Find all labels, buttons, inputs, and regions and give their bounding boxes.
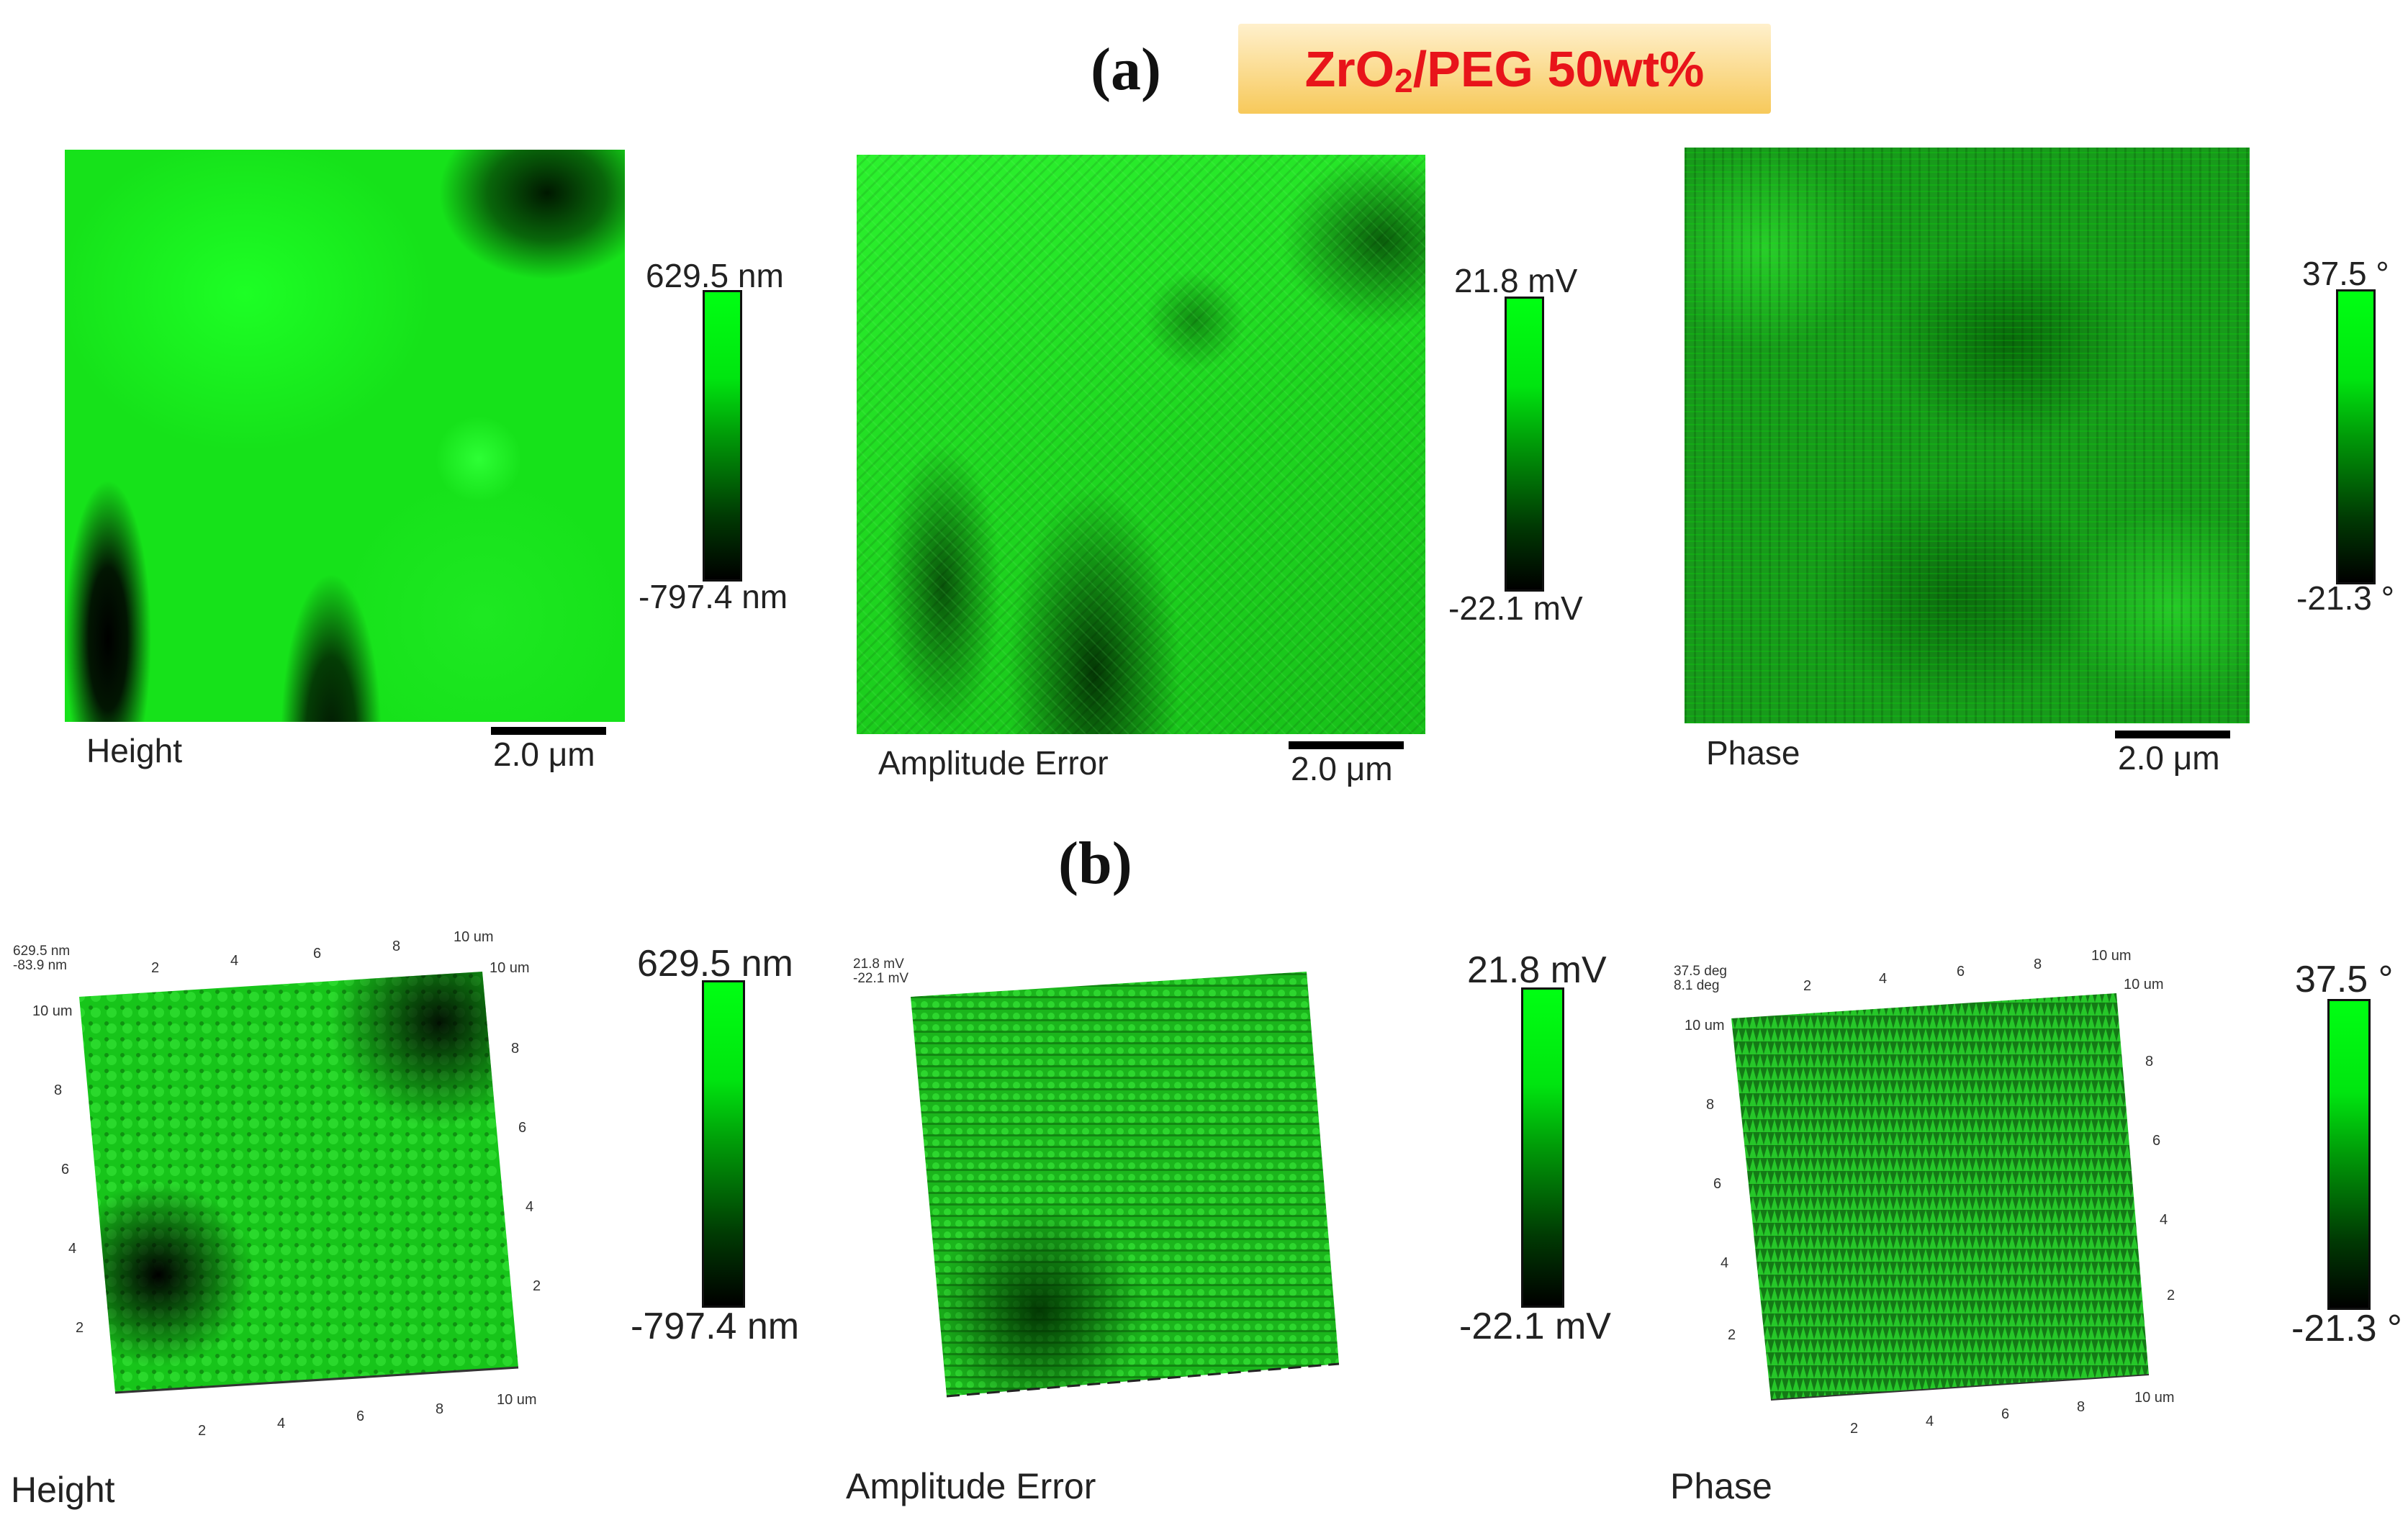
colorbar-amplitude-3d [1521, 987, 1564, 1308]
colorbar-min-height-top: -797.4 nm [639, 578, 788, 615]
tick-top: 4 [1879, 971, 1888, 987]
tick-left: 6 [61, 1162, 70, 1177]
tick-left: 8 [1706, 1097, 1715, 1113]
tick-left: 2 [76, 1320, 84, 1336]
tick-right: 2 [533, 1278, 541, 1294]
tick-bottom: 8 [2077, 1399, 2085, 1415]
colorbar-max-height-3d: 629.5 nm [637, 943, 793, 985]
figure-title-box: ZrO 2/PEG 50wt% [1238, 24, 1771, 114]
caption-height-3d: Height [11, 1470, 115, 1510]
afm-phase-2d-image [1685, 148, 2250, 723]
corner-label-1-phase-3d: 37.5 deg [1674, 964, 1727, 979]
colorbar-min-height-3d: -797.4 nm [631, 1306, 800, 1347]
tick-left: 4 [1721, 1255, 1729, 1271]
panel-label-b: (b) [1058, 830, 1132, 897]
tick-bottom: 2 [1850, 1421, 1859, 1437]
title-main: ZrO [1304, 40, 1395, 97]
afm-amplitude-3d-surface [911, 972, 1340, 1398]
colorbar-min-amplitude-top: -22.1 mV [1448, 589, 1583, 627]
tick-bottom: 2 [198, 1423, 207, 1439]
colorbar-phase-3d [2327, 999, 2371, 1310]
tick-right: 8 [2145, 1054, 2154, 1070]
scale-label-amplitude: 2.0 μm [1291, 750, 1393, 787]
caption-phase-3d: Phase [1670, 1466, 1772, 1506]
tick-bottom: 10 um [2134, 1390, 2175, 1406]
tick-left: 2 [1728, 1327, 1736, 1343]
tick-left: 8 [54, 1082, 63, 1098]
caption-height-top: Height [86, 732, 182, 769]
tick-right: 8 [511, 1041, 520, 1057]
tick-bottom: 8 [436, 1401, 444, 1417]
caption-amplitude-3d: Amplitude Error [846, 1466, 1096, 1506]
tick-right: 4 [2160, 1212, 2168, 1228]
afm-phase-3d-surface [1731, 993, 2150, 1401]
tick-bottom: 4 [1926, 1414, 1934, 1429]
afm-height-2d-image [65, 150, 625, 722]
tick-top: 6 [313, 946, 322, 962]
colorbar-height-top [703, 290, 742, 582]
corner-label-2-amplitude-3d: -22.1 mV [853, 971, 909, 986]
tick-right: 10 um [490, 960, 530, 976]
colorbar-max-amplitude-top: 21.8 mV [1454, 262, 1578, 299]
tick-left: 10 um [1685, 1018, 1725, 1034]
scale-bar-height [491, 727, 606, 735]
tick-right: 6 [518, 1120, 527, 1136]
colorbar-height-3d [702, 980, 745, 1308]
tick-bottom: 10 um [497, 1392, 537, 1408]
tick-top: 6 [1957, 964, 1965, 980]
tick-right: 2 [2167, 1288, 2175, 1303]
tick-top: 8 [2034, 957, 2042, 972]
colorbar-amplitude-top [1505, 297, 1544, 592]
tick-right: 6 [2152, 1133, 2161, 1149]
corner-label-2-height-3d: -83.9 nm [13, 958, 67, 973]
tick-bottom: 4 [277, 1416, 286, 1432]
colorbar-max-phase-3d: 37.5 ° [2295, 959, 2394, 1000]
caption-amplitude-top: Amplitude Error [878, 744, 1109, 782]
colorbar-min-amplitude-3d: -22.1 mV [1459, 1306, 1611, 1347]
colorbar-phase-top [2336, 289, 2376, 584]
colorbar-min-phase-top: -21.3 ° [2296, 579, 2395, 617]
tick-top: 2 [1803, 978, 1812, 994]
tick-top: 10 um [2091, 948, 2132, 964]
tick-left: 6 [1713, 1176, 1722, 1192]
colorbar-max-phase-top: 37.5 ° [2302, 255, 2389, 292]
caption-phase-top: Phase [1706, 734, 1800, 772]
scale-bar-amplitude [1289, 741, 1404, 749]
tick-top: 2 [151, 960, 160, 976]
panel-label-a: (a) [1091, 36, 1161, 103]
corner-label-1-height-3d: 629.5 nm [13, 944, 71, 959]
colorbar-max-height-top: 629.5 nm [646, 257, 784, 294]
tick-left: 10 um [32, 1003, 73, 1019]
scale-label-height: 2.0 μm [493, 736, 595, 773]
tick-right: 4 [526, 1199, 534, 1215]
title-rest: /PEG 50wt% [1412, 40, 1705, 97]
afm-amplitude-2d-image [857, 155, 1425, 734]
tick-top: 8 [392, 939, 401, 954]
corner-label-1-amplitude-3d: 21.8 mV [853, 957, 904, 972]
afm-height-3d-surface [79, 972, 519, 1394]
corner-label-2-phase-3d: 8.1 deg [1674, 978, 1720, 993]
colorbar-max-amplitude-3d: 21.8 mV [1467, 949, 1607, 991]
tick-bottom: 6 [356, 1408, 365, 1424]
colorbar-min-phase-3d: -21.3 ° [2291, 1308, 2402, 1349]
tick-right: 10 um [2124, 977, 2164, 992]
tick-top: 10 um [454, 929, 494, 945]
tick-top: 4 [230, 953, 239, 969]
scale-label-phase: 2.0 μm [2118, 739, 2220, 777]
scale-bar-phase [2115, 731, 2230, 738]
tick-bottom: 6 [2001, 1406, 2010, 1422]
title-subscript: 2 [1394, 61, 1413, 99]
tick-left: 4 [68, 1241, 77, 1257]
